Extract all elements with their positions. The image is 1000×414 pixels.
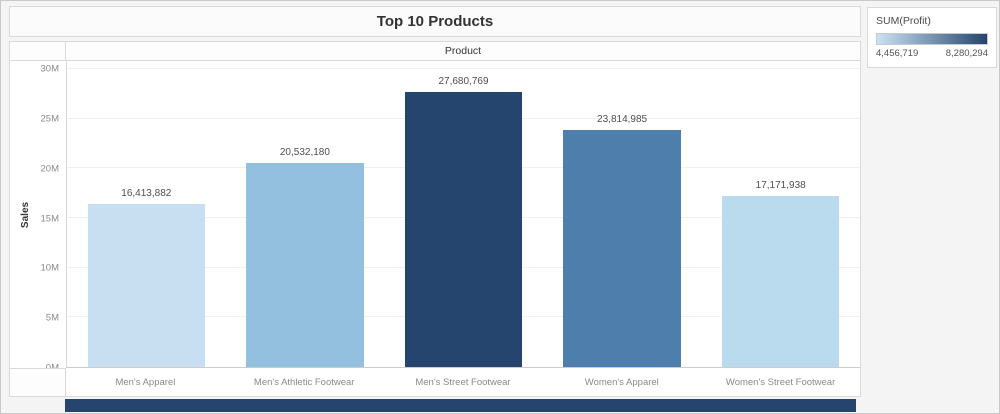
legend-max-value: 8,280,294 — [945, 48, 988, 59]
bar-value-label: 23,814,985 — [597, 114, 648, 126]
chart-title-container: Top 10 Products — [9, 6, 861, 37]
y-tick-label: 10M — [40, 262, 59, 274]
column-header: Product — [66, 42, 860, 61]
y-axis-ticks: 0M5M10M15M20M25M30M — [10, 64, 66, 374]
x-category-label-women-s-apparel: Women's Apparel — [584, 376, 659, 388]
bottom-strip — [65, 399, 856, 412]
bar-column-men-s-athletic-footwear: 20,532,180 — [226, 69, 385, 367]
x-category-label-men-s-apparel: Men's Apparel — [115, 376, 176, 388]
bar-value-label: 27,680,769 — [438, 76, 489, 88]
bar-men-s-street-footwear[interactable] — [404, 92, 523, 367]
y-tick-label: 15M — [40, 213, 59, 224]
bar-value-label: 16,413,882 — [121, 187, 172, 199]
y-tick-label: 25M — [40, 113, 59, 125]
bars-row: 16,413,882 20,532,180 27,680,769 23,814,985… — [67, 69, 860, 367]
chart-worksheet: Product Sales 0M5M10M15M20M25M30M 16,413… — [9, 41, 861, 397]
y-tick-label: 30M — [40, 63, 59, 75]
x-category-label-women-s-street-footwear: Women's Street Footwear — [725, 376, 836, 388]
bar-men-s-athletic-footwear[interactable] — [246, 163, 364, 367]
bar-women-s-apparel[interactable] — [563, 130, 681, 367]
y-axis: Sales 0M5M10M15M20M25M30M — [10, 61, 66, 374]
bar-column-women-s-street-footwear: 17,171,938 — [701, 69, 860, 367]
legend-range-labels: 4,456,719 8,280,294 — [876, 48, 988, 59]
bar-men-s-apparel[interactable] — [87, 203, 205, 367]
legend-gradient-bar — [876, 33, 988, 45]
x-category-label-men-s-street-footwear: Men's Street Footwear — [415, 376, 511, 388]
legend-min-value: 4,456,719 — [876, 48, 919, 59]
x-category-label-men-s-athletic-footwear: Men's Athletic Footwear — [253, 376, 355, 388]
plot-area: 16,413,882 20,532,180 27,680,769 23,814,985… — [66, 61, 860, 368]
x-axis-labels: Men's Apparel Men's Athletic Footwear Men'… — [66, 368, 860, 396]
bar-value-label: 20,532,180 — [279, 147, 330, 159]
header-corner-cell — [10, 42, 66, 61]
bar-column-men-s-apparel: 16,413,882 — [67, 69, 226, 367]
bar-women-s-street-footwear[interactable] — [721, 196, 840, 367]
y-tick-label: 20M — [40, 163, 59, 175]
footer-corner-cell — [10, 368, 66, 396]
color-legend[interactable]: SUM(Profit) 4,456,719 8,280,294 — [867, 7, 997, 68]
chart-title: Top 10 Products — [376, 13, 494, 30]
bar-column-women-s-apparel: 23,814,985 — [543, 69, 702, 367]
gridline — [67, 68, 860, 69]
bar-value-label: 17,171,938 — [755, 180, 806, 192]
bar-column-men-s-street-footwear: 27,680,769 — [384, 69, 543, 367]
legend-title: SUM(Profit) — [876, 15, 931, 27]
y-tick-label: 5M — [45, 312, 59, 324]
